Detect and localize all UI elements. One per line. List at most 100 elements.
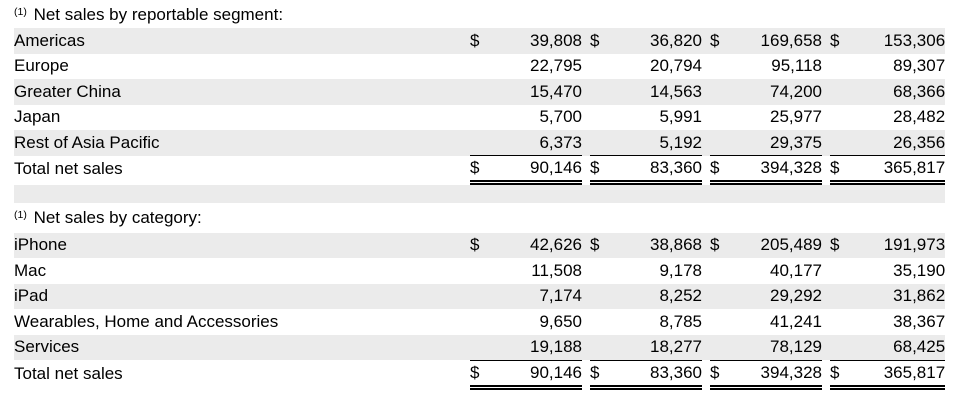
currency-symbol (590, 258, 614, 284)
cell-value: 8,785 (659, 311, 702, 331)
currency-symbol (470, 105, 494, 131)
column-gap (582, 360, 590, 387)
cell-value: 90,146 (494, 359, 582, 390)
column-gap (582, 156, 590, 183)
column-gap (702, 232, 710, 258)
currency-symbol: $ (590, 28, 614, 54)
row-label: Wearables, Home and Accessories (14, 311, 279, 331)
row-label: Total net sales (14, 159, 123, 178)
currency-symbol (830, 54, 854, 80)
column-gap (822, 105, 830, 131)
cell-value: 394,328 (734, 359, 822, 390)
net-sales-table: (1) Net sales by reportable segment: Amer… (14, 2, 946, 390)
row-europe: Europe 22,795 20,794 95,118 89,307 (14, 54, 945, 80)
cell-value: 68,366 (854, 79, 946, 105)
column-gap (582, 130, 590, 156)
currency-symbol (830, 258, 854, 284)
currency-symbol (710, 105, 734, 131)
spacer-cell (14, 182, 946, 203)
row-total-net-sales: Total net sales $90,146 $83,360 $394,328 $36… (14, 359, 946, 390)
cell-value: 18,277 (614, 334, 702, 360)
currency-symbol: $ (710, 232, 734, 258)
currency-symbol (710, 283, 734, 309)
cell-value: 5,700 (539, 107, 582, 127)
currency-symbol: $ (470, 155, 494, 185)
cell-value: 25,977 (770, 107, 822, 127)
cell-value: 9,650 (539, 311, 582, 331)
footnote-marker: (1) (14, 208, 27, 221)
cell-value: 5,991 (659, 107, 702, 127)
row-americas: Americas $39,808 $36,820 $169,658 $153,306 (14, 28, 946, 54)
column-gap (822, 360, 830, 387)
currency-symbol (470, 334, 494, 360)
cell-value: 20,794 (650, 56, 702, 76)
cell-value: 90,146 (494, 155, 582, 185)
cell-value: 83,360 (614, 359, 702, 390)
currency-symbol: $ (590, 155, 614, 185)
column-gap (822, 283, 830, 309)
column-gap (582, 28, 590, 54)
column-gap (702, 156, 710, 183)
section-header-row: (1) Net sales by category: (14, 203, 945, 233)
currency-symbol (710, 309, 734, 335)
column-gap (822, 130, 830, 156)
cell-value: 31,862 (854, 283, 946, 309)
cell-value: 40,177 (770, 260, 822, 280)
column-gap (582, 232, 590, 258)
row-iphone: iPhone $42,626 $38,868 $205,489 $191,973 (14, 232, 946, 258)
cell-value: 38,868 (614, 232, 702, 258)
row-mac: Mac 11,508 9,178 40,177 35,190 (14, 258, 945, 284)
currency-symbol: $ (830, 232, 854, 258)
cell-value: 68,425 (854, 334, 946, 360)
currency-symbol (470, 283, 494, 309)
column-gap (702, 360, 710, 387)
cell-value: 78,129 (734, 334, 822, 360)
section-title: Net sales by reportable segment: (33, 5, 284, 24)
currency-symbol (710, 54, 734, 80)
currency-symbol (710, 334, 734, 360)
section-header-row: (1) Net sales by reportable segment: (14, 2, 945, 28)
cell-value: 38,367 (893, 311, 946, 331)
column-gap (582, 258, 590, 284)
cell-value: 7,174 (494, 283, 582, 309)
column-gap (702, 258, 710, 284)
currency-symbol (830, 334, 854, 360)
cell-value: 6,373 (494, 130, 582, 156)
column-gap (822, 28, 830, 54)
column-gap (702, 28, 710, 54)
cell-value: 26,356 (854, 130, 946, 156)
row-label: Greater China (14, 79, 470, 105)
currency-symbol (590, 309, 614, 335)
row-label: Rest of Asia Pacific (14, 130, 470, 156)
cell-value: 8,252 (614, 283, 702, 309)
cell-value: 29,292 (734, 283, 822, 309)
column-gap (582, 309, 590, 335)
currency-symbol (710, 79, 734, 105)
cell-value: 36,820 (614, 28, 702, 54)
column-gap (822, 54, 830, 80)
currency-symbol: $ (710, 155, 734, 185)
cell-value: 74,200 (734, 79, 822, 105)
row-rest-of-asia-pacific: Rest of Asia Pacific 6,373 5,192 29,375 26,3… (14, 130, 946, 156)
cell-value: 5,192 (614, 130, 702, 156)
currency-symbol (470, 130, 494, 156)
currency-symbol (470, 54, 494, 80)
currency-symbol (830, 130, 854, 156)
column-gap (702, 79, 710, 105)
row-greater-china: Greater China 15,470 14,563 74,200 68,366 (14, 79, 946, 105)
row-label: Europe (14, 56, 69, 76)
currency-symbol (830, 283, 854, 309)
column-gap (702, 309, 710, 335)
section-header: (1) Net sales by reportable segment: (14, 2, 945, 28)
currency-symbol (830, 79, 854, 105)
cell-value: 365,817 (854, 155, 946, 185)
cell-value: 365,817 (854, 359, 946, 390)
cell-value: 169,658 (734, 28, 822, 54)
row-label: Japan (14, 107, 61, 127)
currency-symbol (470, 258, 494, 284)
column-gap (822, 309, 830, 335)
row-label: Americas (14, 28, 470, 54)
row-total-net-sales: Total net sales $90,146 $83,360 $394,328 $36… (14, 155, 946, 185)
currency-symbol (470, 309, 494, 335)
column-gap (702, 130, 710, 156)
